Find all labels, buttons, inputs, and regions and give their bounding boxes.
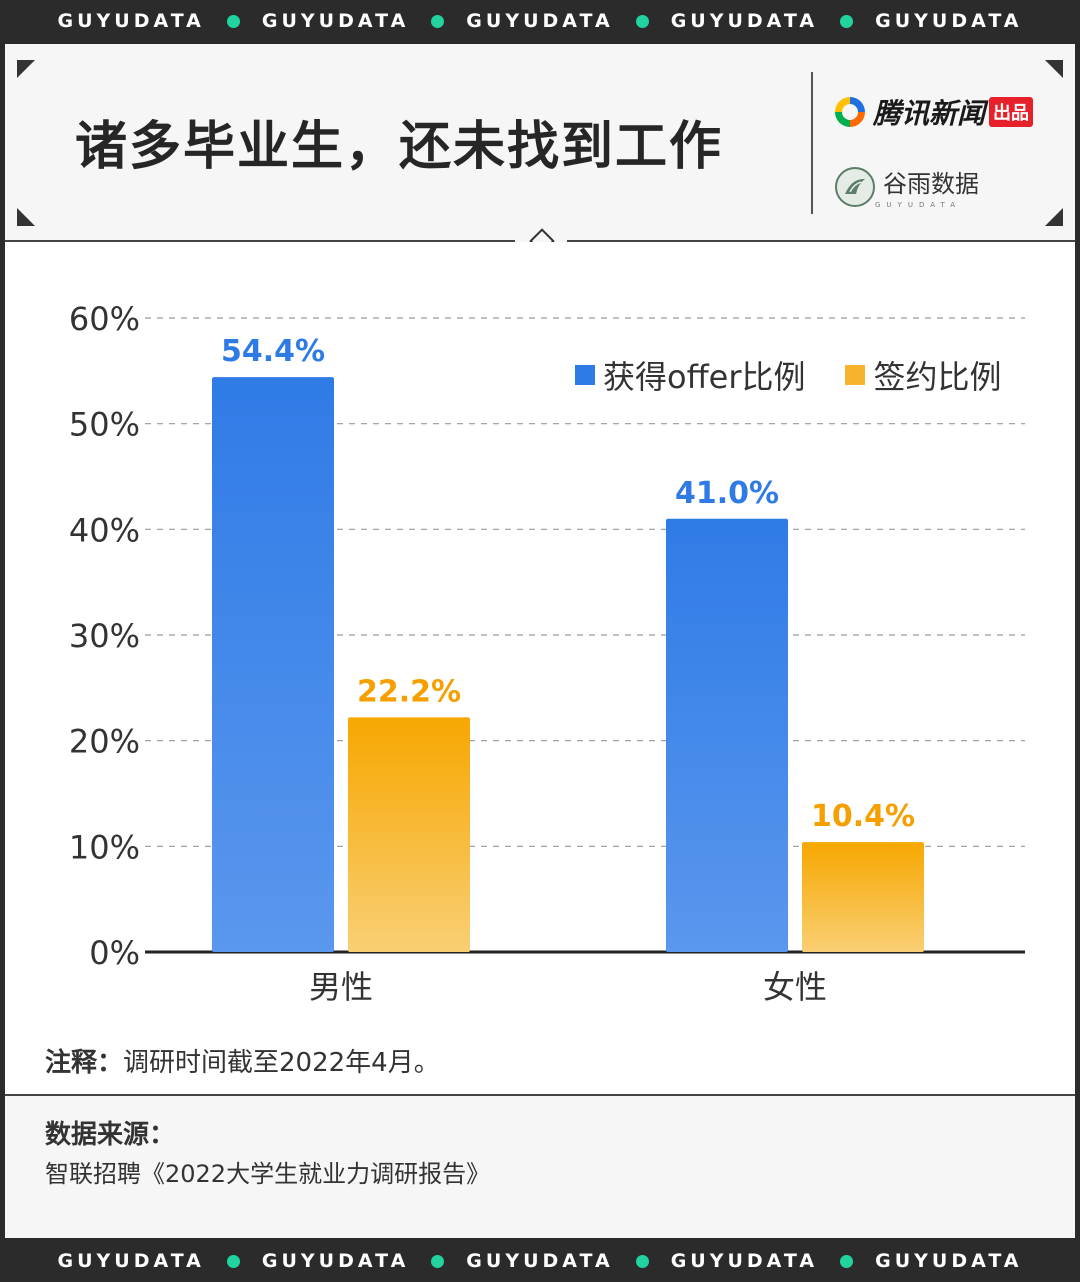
dot-icon	[431, 1254, 445, 1268]
section-divider	[5, 1094, 1075, 1096]
legend-label: 获得offer比例	[603, 358, 806, 396]
ticker-word: GUYUDATA	[875, 10, 1023, 32]
corner-mark-icon	[17, 60, 35, 78]
data-label: 10.4%	[811, 799, 915, 834]
data-label: 54.4%	[221, 334, 325, 369]
header: 诸多毕业生，还未找到工作 腾讯新闻 出品 谷雨数据 GUYUDATA	[5, 44, 1075, 240]
ticker-word: GUYUDATA	[670, 10, 819, 32]
legend-swatch-icon	[575, 365, 595, 385]
ticker-word: GUYUDATA	[670, 1250, 819, 1272]
dot-icon	[635, 14, 649, 28]
guyu-bird-logo-icon	[835, 166, 875, 207]
dot-icon	[431, 14, 445, 28]
y-tick-label: 0%	[89, 934, 140, 972]
ticker-word: GUYUDATA	[57, 1250, 205, 1272]
chart-panel: 0% 10% 20% 30% 40% 50% 60% 54.4% 22.2% 男性 41.0% 10…	[5, 242, 1075, 1094]
ticker-word: GUYUDATA	[261, 10, 410, 32]
bar-offer	[212, 377, 334, 952]
y-tick-label: 10%	[69, 828, 140, 866]
data-label: 22.2%	[357, 674, 461, 709]
tencent-news-logo-icon	[835, 97, 865, 127]
brand-subtitle: GUYUDATA	[875, 201, 961, 209]
x-category-label: 男性	[309, 968, 373, 1006]
note-text: 调研时间截至2022年4月。	[123, 1048, 440, 1078]
corner-mark-icon	[1045, 60, 1063, 78]
guyu-data-brand: 谷雨数据 GUYUDATA	[835, 164, 979, 209]
y-tick-label: 40%	[69, 511, 140, 549]
source-text: 智联招聘《2022大学生就业力调研报告》	[45, 1160, 491, 1188]
brand-name: 腾讯新闻	[873, 97, 986, 130]
page-title: 诸多毕业生，还未找到工作	[75, 117, 724, 177]
dot-icon	[226, 14, 240, 28]
ticker-word: GUYUDATA	[466, 1250, 614, 1272]
dot-icon	[840, 1254, 854, 1268]
section-divider	[567, 240, 1075, 242]
y-tick-label: 60%	[69, 300, 140, 338]
chart-note: 注释：调研时间截至2022年4月。	[45, 1042, 440, 1079]
note-label: 注释：	[45, 1048, 124, 1078]
source-title: 数据来源：	[45, 1120, 176, 1150]
bar-offer	[666, 518, 788, 952]
bar-signed	[802, 842, 924, 952]
ticker-word: GUYUDATA	[466, 10, 614, 32]
brand-tag: 出品	[989, 97, 1034, 127]
ticker-word: GUYUDATA	[875, 1250, 1023, 1272]
ticker-word: GUYUDATA	[57, 10, 205, 32]
x-category-label: 女性	[763, 968, 827, 1006]
dot-icon	[635, 1254, 649, 1268]
corner-mark-icon	[17, 208, 35, 226]
legend-swatch-icon	[845, 365, 866, 385]
tencent-news-brand: 腾讯新闻 出品	[835, 92, 1034, 132]
ticker-word: GUYUDATA	[261, 1250, 410, 1272]
corner-mark-icon	[1045, 208, 1063, 226]
legend-item-signed: 签约比例	[845, 352, 1002, 398]
brand-name: 谷雨数据	[883, 170, 979, 198]
bar-chart: 0% 10% 20% 30% 40% 50% 60% 54.4% 22.2% 男性 41.0% 10…	[69, 300, 1025, 1006]
infographic-card: 诸多毕业生，还未找到工作 腾讯新闻 出品 谷雨数据 GUYUDATA	[5, 44, 1075, 1238]
header-divider	[811, 72, 813, 214]
y-tick-label: 20%	[69, 723, 140, 761]
data-label: 41.0%	[675, 476, 779, 511]
dot-icon	[840, 14, 854, 28]
top-ticker: GUYUDATA GUYUDATA GUYUDATA GUYUDATA GUYU…	[0, 0, 1080, 42]
bar-signed	[348, 717, 470, 952]
section-divider	[5, 240, 515, 242]
legend-item-offer: 获得offer比例	[575, 352, 805, 398]
dot-icon	[226, 1254, 240, 1268]
bottom-ticker: GUYUDATA GUYUDATA GUYUDATA GUYUDATA GUYU…	[0, 1240, 1080, 1282]
y-tick-label: 50%	[69, 406, 140, 444]
legend-label: 签约比例	[873, 358, 1002, 396]
y-tick-label: 30%	[69, 617, 140, 655]
chart-legend: 获得offer比例 签约比例	[575, 352, 1042, 398]
